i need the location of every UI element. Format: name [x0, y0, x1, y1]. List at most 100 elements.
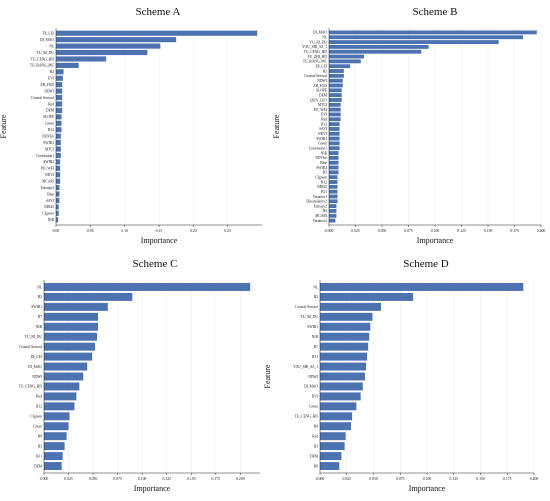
bar-cigreen [56, 210, 59, 216]
category-label: B11 [312, 355, 318, 359]
bar-b7 [44, 312, 98, 321]
bar-b2 [56, 69, 64, 75]
bar-swir2 [56, 159, 61, 165]
bar-red [329, 117, 341, 122]
category-label: PO_WEI [314, 108, 328, 112]
x-tick-label: 0.175 [510, 229, 519, 233]
bar-ndvi [56, 172, 61, 178]
category-label: CIgreen [42, 212, 54, 216]
category-label: B12 [36, 405, 42, 409]
bar-green [320, 402, 357, 411]
bar-variance2 [329, 218, 336, 223]
bar-b4 [320, 422, 352, 431]
bar-b4 [329, 209, 337, 213]
category-label: NDVI [318, 132, 328, 136]
category-label: MTCI [45, 147, 55, 151]
category-label: YOU_SHI_SZ_1 [302, 45, 327, 49]
x-tick-label: 0.000 [40, 477, 49, 481]
category-label: Dissimilarity2 [306, 200, 327, 204]
bar-evi [56, 75, 63, 81]
bar-green [44, 422, 69, 431]
bar-savi [56, 197, 60, 204]
bar-slope [329, 88, 342, 93]
category-label: Blue [320, 161, 327, 165]
bar-dem [320, 452, 342, 461]
category-label: NIR [312, 335, 319, 339]
category-label: Green [309, 405, 318, 409]
category-label: B7 [314, 345, 318, 349]
category-label: SLOPE [43, 115, 55, 119]
bar-red [44, 392, 77, 401]
bar-b12 [329, 180, 338, 184]
category-label: EVI [321, 113, 328, 117]
x-tick-label: 0.200 [236, 477, 245, 481]
bar-you-shi-sz-1 [329, 44, 429, 49]
bar-di-lei [56, 30, 258, 36]
x-tick-label: 0.000 [316, 477, 325, 481]
category-label: EVI [48, 77, 55, 81]
category-label: NIR [48, 218, 55, 222]
category-label: TU_CENG_HD [31, 57, 55, 61]
bar-entropy2 [56, 185, 60, 191]
category-label: NDWI [32, 375, 43, 379]
category-label: B3 [38, 444, 42, 448]
category-label: FU_ZHI_HD [308, 55, 328, 59]
chart-panel-2: DI_MAONLYU_BI_DUYOU_SHI_SZ_1TU_CENG_HDFU… [272, 6, 545, 245]
x-tick-label: 0.150 [484, 229, 493, 233]
bar-b11 [320, 352, 368, 361]
bar-entropy2 [329, 204, 337, 209]
bar-cigreen [329, 175, 338, 180]
category-label: Red [321, 118, 327, 122]
bar-blue [56, 191, 60, 197]
bar-di-mao [56, 37, 177, 43]
category-label: MTCI [318, 103, 328, 107]
category-label: B3 [314, 444, 318, 448]
category-label: B12 [48, 128, 54, 132]
bar-mtci [329, 102, 341, 107]
category-label: NDVIre [42, 134, 54, 138]
bar-b2 [329, 69, 344, 73]
category-label: SWIR1 [43, 141, 54, 145]
x-tick-label: 0.050 [369, 477, 378, 481]
bar-correlation1 [329, 146, 340, 151]
category-label: NIR [321, 151, 328, 155]
bar-yu-bi-du [44, 332, 98, 341]
category-label: B11 [321, 190, 327, 194]
bar-tu-ceng-hd [320, 412, 353, 421]
category-label: YU_BI_DU [36, 51, 54, 55]
x-tick-label: 0.125 [457, 229, 466, 233]
x-axis-title: Importance [141, 236, 178, 245]
bar-variance1 [329, 194, 338, 199]
category-label: NL [322, 36, 327, 40]
bar-nl [44, 282, 251, 291]
category-label: DI_MAO [304, 385, 318, 389]
bar-b9 [44, 432, 67, 441]
bar-swir2 [329, 165, 339, 170]
bar-swir1 [320, 322, 371, 331]
category-label: SWIR1 [316, 137, 327, 141]
bar-ndwi [44, 372, 84, 381]
bar-nl [329, 35, 523, 40]
bar-dem [44, 462, 62, 471]
category-label: Coastal Aerosol [19, 345, 42, 349]
bar-nir [320, 332, 370, 341]
x-tick-label: 0.150 [476, 477, 485, 481]
bar-yu-bi-du [329, 40, 499, 44]
category-label: SLOPE [316, 89, 328, 93]
category-label: SAVI [319, 127, 328, 131]
category-label: NDVIre [315, 156, 327, 160]
chart-panel-4: NL B2 Coastal Aerosol YU_BI_DU SWIR1 NIR B7 B11… [263, 258, 538, 493]
x-tick-label: 0.100 [431, 229, 440, 233]
bar-blue [329, 160, 339, 165]
category-label: DVI [312, 395, 319, 399]
bar-nir [56, 217, 59, 223]
bar-tu-ceng-hd [329, 49, 422, 54]
bar-tu-ceng-hd [44, 382, 80, 391]
category-label: Variance2 [313, 219, 328, 223]
category-label: Correlation1 [309, 147, 327, 151]
category-label: DI_MAO [313, 31, 327, 35]
bar-b5 [329, 170, 339, 175]
category-label: B5 [323, 171, 327, 175]
category-label: Red [36, 395, 42, 399]
